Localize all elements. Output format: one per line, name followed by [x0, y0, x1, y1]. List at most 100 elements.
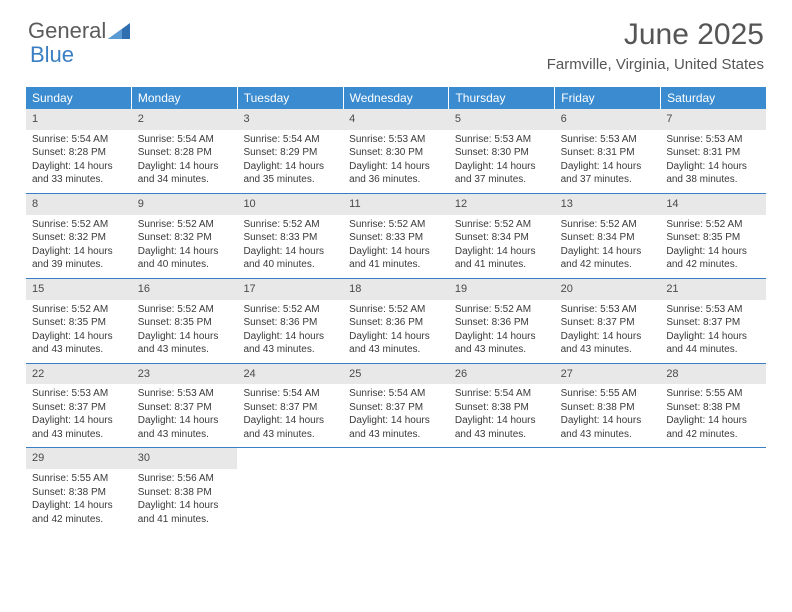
daylight-line-1: Daylight: 14 hours	[237, 330, 343, 344]
logo-text2: Blue	[30, 42, 74, 68]
day-number: 13	[555, 194, 661, 215]
sunrise-line: Sunrise: 5:52 AM	[343, 218, 449, 232]
weekday-header: Sunday	[26, 87, 132, 109]
day-cell: 26Sunrise: 5:54 AMSunset: 8:38 PMDayligh…	[449, 364, 555, 448]
daylight-line-2: and 43 minutes.	[237, 428, 343, 442]
daylight-line-2: and 43 minutes.	[132, 428, 238, 442]
sunrise-line: Sunrise: 5:53 AM	[555, 303, 661, 317]
sunset-line: Sunset: 8:37 PM	[132, 401, 238, 415]
sunrise-line: Sunrise: 5:55 AM	[26, 472, 132, 486]
day-number: 11	[343, 194, 449, 215]
day-cell: 16Sunrise: 5:52 AMSunset: 8:35 PMDayligh…	[132, 279, 238, 363]
day-cell	[237, 448, 343, 532]
daylight-line-1: Daylight: 14 hours	[660, 160, 766, 174]
sunset-line: Sunset: 8:35 PM	[26, 316, 132, 330]
daylight-line-2: and 38 minutes.	[660, 173, 766, 187]
daylight-line-2: and 33 minutes.	[26, 173, 132, 187]
day-cell: 7Sunrise: 5:53 AMSunset: 8:31 PMDaylight…	[660, 109, 766, 193]
day-cell: 30Sunrise: 5:56 AMSunset: 8:38 PMDayligh…	[132, 448, 238, 532]
day-number: 17	[237, 279, 343, 300]
logo-text1: General	[28, 18, 106, 44]
daylight-line-2: and 37 minutes.	[449, 173, 555, 187]
daylight-line-2: and 40 minutes.	[132, 258, 238, 272]
day-number: 8	[26, 194, 132, 215]
weekday-header-row: SundayMondayTuesdayWednesdayThursdayFrid…	[26, 87, 766, 109]
daylight-line-1: Daylight: 14 hours	[555, 160, 661, 174]
day-cell: 15Sunrise: 5:52 AMSunset: 8:35 PMDayligh…	[26, 279, 132, 363]
daylight-line-1: Daylight: 14 hours	[237, 414, 343, 428]
sunrise-line: Sunrise: 5:53 AM	[132, 387, 238, 401]
daylight-line-1: Daylight: 14 hours	[660, 330, 766, 344]
sunrise-line: Sunrise: 5:55 AM	[660, 387, 766, 401]
day-cell: 25Sunrise: 5:54 AMSunset: 8:37 PMDayligh…	[343, 364, 449, 448]
daylight-line-1: Daylight: 14 hours	[237, 245, 343, 259]
day-cell: 10Sunrise: 5:52 AMSunset: 8:33 PMDayligh…	[237, 194, 343, 278]
daylight-line-1: Daylight: 14 hours	[26, 330, 132, 344]
daylight-line-1: Daylight: 14 hours	[26, 499, 132, 513]
day-number: 26	[449, 364, 555, 385]
day-cell	[660, 448, 766, 532]
daylight-line-2: and 42 minutes.	[660, 258, 766, 272]
day-cell: 20Sunrise: 5:53 AMSunset: 8:37 PMDayligh…	[555, 279, 661, 363]
daylight-line-2: and 41 minutes.	[343, 258, 449, 272]
sunrise-line: Sunrise: 5:55 AM	[555, 387, 661, 401]
sunset-line: Sunset: 8:30 PM	[343, 146, 449, 160]
sunset-line: Sunset: 8:31 PM	[660, 146, 766, 160]
daylight-line-1: Daylight: 14 hours	[132, 414, 238, 428]
weekday-header: Saturday	[661, 87, 766, 109]
sunrise-line: Sunrise: 5:53 AM	[449, 133, 555, 147]
daylight-line-1: Daylight: 14 hours	[26, 414, 132, 428]
day-number: 28	[660, 364, 766, 385]
day-number: 19	[449, 279, 555, 300]
daylight-line-2: and 34 minutes.	[132, 173, 238, 187]
sunset-line: Sunset: 8:37 PM	[660, 316, 766, 330]
day-number: 29	[26, 448, 132, 469]
daylight-line-2: and 43 minutes.	[449, 428, 555, 442]
day-cell	[343, 448, 449, 532]
sunrise-line: Sunrise: 5:52 AM	[555, 218, 661, 232]
day-cell: 24Sunrise: 5:54 AMSunset: 8:37 PMDayligh…	[237, 364, 343, 448]
sunrise-line: Sunrise: 5:52 AM	[132, 218, 238, 232]
week-row: 15Sunrise: 5:52 AMSunset: 8:35 PMDayligh…	[26, 279, 766, 364]
daylight-line-2: and 42 minutes.	[555, 258, 661, 272]
sunrise-line: Sunrise: 5:54 AM	[26, 133, 132, 147]
day-cell	[449, 448, 555, 532]
day-number: 27	[555, 364, 661, 385]
daylight-line-2: and 35 minutes.	[237, 173, 343, 187]
daylight-line-2: and 43 minutes.	[343, 343, 449, 357]
day-number: 4	[343, 109, 449, 130]
daylight-line-2: and 40 minutes.	[237, 258, 343, 272]
header: General June 2025 Farmville, Virginia, U…	[0, 0, 792, 79]
daylight-line-1: Daylight: 14 hours	[26, 245, 132, 259]
day-cell: 1Sunrise: 5:54 AMSunset: 8:28 PMDaylight…	[26, 109, 132, 193]
daylight-line-2: and 36 minutes.	[343, 173, 449, 187]
week-row: 29Sunrise: 5:55 AMSunset: 8:38 PMDayligh…	[26, 448, 766, 532]
sunrise-line: Sunrise: 5:54 AM	[237, 387, 343, 401]
title-block: June 2025 Farmville, Virginia, United St…	[547, 18, 764, 73]
day-cell: 17Sunrise: 5:52 AMSunset: 8:36 PMDayligh…	[237, 279, 343, 363]
sunrise-line: Sunrise: 5:53 AM	[26, 387, 132, 401]
sunrise-line: Sunrise: 5:54 AM	[343, 387, 449, 401]
day-cell: 11Sunrise: 5:52 AMSunset: 8:33 PMDayligh…	[343, 194, 449, 278]
day-number: 20	[555, 279, 661, 300]
daylight-line-2: and 43 minutes.	[555, 343, 661, 357]
sunrise-line: Sunrise: 5:52 AM	[660, 218, 766, 232]
sunrise-line: Sunrise: 5:54 AM	[237, 133, 343, 147]
day-number: 6	[555, 109, 661, 130]
sunrise-line: Sunrise: 5:52 AM	[237, 218, 343, 232]
sunset-line: Sunset: 8:32 PM	[132, 231, 238, 245]
sunrise-line: Sunrise: 5:52 AM	[132, 303, 238, 317]
sunset-line: Sunset: 8:37 PM	[343, 401, 449, 415]
daylight-line-1: Daylight: 14 hours	[343, 414, 449, 428]
sunrise-line: Sunrise: 5:53 AM	[660, 133, 766, 147]
sunset-line: Sunset: 8:36 PM	[449, 316, 555, 330]
day-number: 23	[132, 364, 238, 385]
daylight-line-2: and 37 minutes.	[555, 173, 661, 187]
week-row: 8Sunrise: 5:52 AMSunset: 8:32 PMDaylight…	[26, 194, 766, 279]
day-cell: 29Sunrise: 5:55 AMSunset: 8:38 PMDayligh…	[26, 448, 132, 532]
day-cell: 22Sunrise: 5:53 AMSunset: 8:37 PMDayligh…	[26, 364, 132, 448]
daylight-line-2: and 42 minutes.	[26, 513, 132, 527]
day-cell: 14Sunrise: 5:52 AMSunset: 8:35 PMDayligh…	[660, 194, 766, 278]
daylight-line-2: and 43 minutes.	[343, 428, 449, 442]
sunset-line: Sunset: 8:37 PM	[26, 401, 132, 415]
